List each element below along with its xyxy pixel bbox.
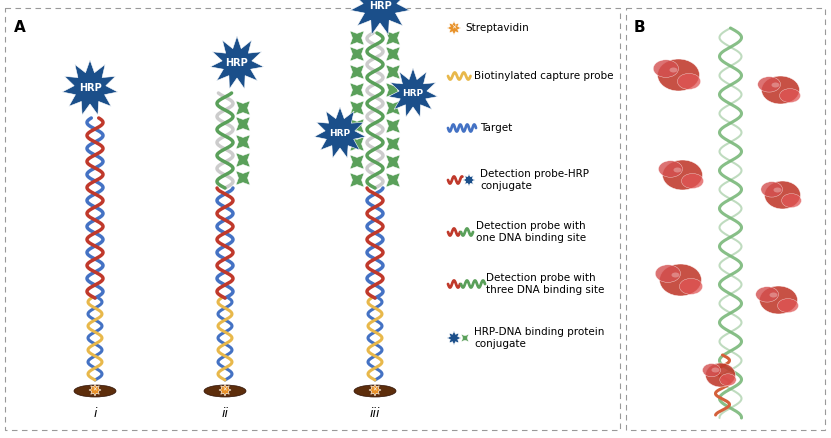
Ellipse shape	[681, 173, 704, 188]
Text: HRP: HRP	[402, 88, 424, 98]
Ellipse shape	[660, 264, 701, 296]
Text: ✕: ✕	[372, 388, 377, 392]
Text: Biotinylated capture probe: Biotinylated capture probe	[474, 71, 613, 81]
Ellipse shape	[671, 272, 680, 278]
Polygon shape	[350, 137, 364, 151]
Polygon shape	[386, 65, 400, 79]
Ellipse shape	[760, 286, 798, 314]
Ellipse shape	[653, 60, 678, 78]
Text: ✕: ✕	[93, 388, 97, 392]
Polygon shape	[219, 384, 231, 396]
Ellipse shape	[720, 374, 736, 386]
Ellipse shape	[761, 182, 783, 197]
Ellipse shape	[706, 363, 735, 387]
Ellipse shape	[677, 74, 701, 89]
Bar	[626, 8, 825, 430]
Polygon shape	[62, 60, 118, 115]
Polygon shape	[236, 171, 250, 185]
Ellipse shape	[761, 76, 799, 104]
Text: Streptavidin: Streptavidin	[465, 23, 529, 33]
Polygon shape	[447, 331, 461, 345]
Polygon shape	[350, 119, 364, 133]
Text: HRP: HRP	[329, 128, 351, 138]
Polygon shape	[386, 31, 400, 45]
Polygon shape	[386, 119, 400, 133]
Ellipse shape	[758, 77, 780, 92]
Text: iii: iii	[370, 407, 381, 420]
Ellipse shape	[771, 82, 779, 88]
Polygon shape	[210, 36, 263, 89]
Polygon shape	[386, 173, 400, 187]
Text: HRP-DNA binding protein
conjugate: HRP-DNA binding protein conjugate	[474, 327, 604, 349]
Polygon shape	[236, 153, 250, 167]
Polygon shape	[461, 335, 469, 342]
Ellipse shape	[711, 367, 720, 372]
Text: Detection probe-HRP
conjugate: Detection probe-HRP conjugate	[480, 169, 589, 191]
Polygon shape	[314, 107, 366, 158]
Polygon shape	[236, 101, 250, 115]
Ellipse shape	[755, 287, 779, 302]
Ellipse shape	[204, 385, 246, 397]
Text: i: i	[93, 407, 96, 420]
Ellipse shape	[782, 194, 801, 208]
Text: Target: Target	[480, 123, 512, 133]
Ellipse shape	[670, 67, 677, 73]
Polygon shape	[350, 65, 364, 79]
Polygon shape	[350, 83, 364, 97]
Text: ii: ii	[222, 407, 229, 420]
Polygon shape	[447, 21, 461, 35]
Text: Detection probe with
one DNA binding site: Detection probe with one DNA binding sit…	[476, 221, 586, 243]
Polygon shape	[369, 384, 381, 396]
Ellipse shape	[657, 59, 700, 91]
Polygon shape	[236, 135, 250, 149]
Bar	[5, 8, 620, 430]
Polygon shape	[236, 117, 250, 131]
Polygon shape	[350, 47, 364, 61]
Ellipse shape	[778, 299, 799, 313]
Polygon shape	[388, 68, 438, 117]
Ellipse shape	[770, 293, 778, 297]
Polygon shape	[386, 137, 400, 151]
Text: HRP: HRP	[369, 1, 391, 11]
Polygon shape	[386, 155, 400, 169]
Text: A: A	[14, 20, 26, 35]
Text: ✕: ✕	[451, 25, 456, 31]
Polygon shape	[350, 101, 364, 115]
Text: HRP: HRP	[226, 58, 248, 68]
Polygon shape	[351, 0, 410, 35]
Ellipse shape	[680, 279, 702, 294]
Ellipse shape	[702, 364, 720, 377]
Ellipse shape	[354, 385, 396, 397]
Polygon shape	[386, 47, 400, 61]
Ellipse shape	[765, 181, 800, 209]
Ellipse shape	[656, 265, 681, 283]
Polygon shape	[350, 31, 364, 45]
Text: HRP: HRP	[79, 83, 101, 93]
Ellipse shape	[673, 167, 681, 173]
Text: B: B	[634, 20, 646, 35]
Text: ✕: ✕	[223, 388, 228, 392]
Ellipse shape	[74, 385, 116, 397]
Polygon shape	[350, 173, 364, 187]
Ellipse shape	[779, 88, 800, 102]
Polygon shape	[89, 384, 101, 396]
Text: Detection probe with
three DNA binding site: Detection probe with three DNA binding s…	[486, 273, 604, 295]
Ellipse shape	[774, 187, 781, 192]
Polygon shape	[386, 101, 400, 115]
Ellipse shape	[658, 161, 682, 177]
Polygon shape	[386, 83, 400, 97]
Polygon shape	[463, 174, 475, 186]
Polygon shape	[350, 155, 364, 169]
Ellipse shape	[662, 160, 702, 190]
